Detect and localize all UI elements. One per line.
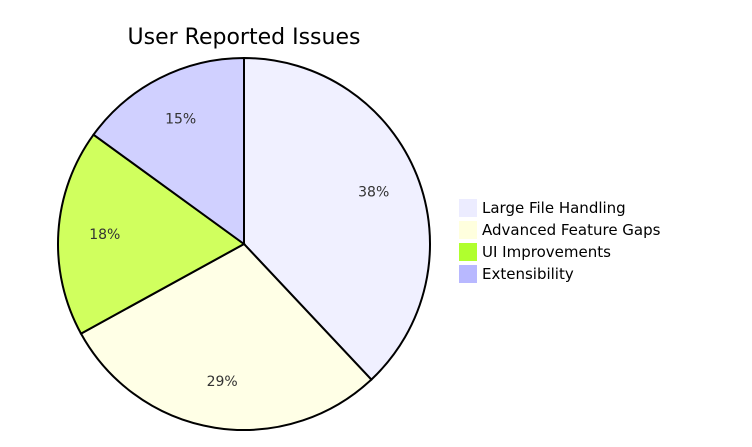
- pie-slice-large-file-handling: [243, 56, 431, 382]
- legend-swatch-extensibility: [459, 265, 477, 283]
- pie-slice-extensibility: [92, 56, 245, 246]
- slice-label-advanced-feature-gaps: 29%: [207, 374, 238, 390]
- legend-label-ui-improvements: UI Improvements: [482, 243, 611, 261]
- pie-slice-advanced-feature-gaps: [79, 242, 373, 431]
- legend-swatch-ui-improvements: [459, 243, 477, 261]
- legend-swatch-advanced-feature-gaps: [459, 221, 477, 239]
- chart-title: User Reported Issues: [128, 25, 361, 50]
- legend-label-large-file-handling: Large File Handling: [482, 199, 626, 217]
- pie-slice-labels: 38% 29% 18% 15%: [89, 112, 389, 390]
- pie-slice-ui-improvements: [57, 133, 246, 335]
- pie-slices: [57, 56, 431, 431]
- legend: Large File Handling Advanced Feature Gaps…: [459, 199, 661, 283]
- slice-label-large-file-handling: 38%: [358, 185, 389, 201]
- slice-label-ui-improvements: 18%: [89, 227, 120, 243]
- legend-label-advanced-feature-gaps: Advanced Feature Gaps: [482, 221, 661, 239]
- slice-label-extensibility: 15%: [165, 112, 196, 128]
- legend-swatch-large-file-handling: [459, 199, 477, 217]
- legend-label-extensibility: Extensibility: [482, 265, 574, 283]
